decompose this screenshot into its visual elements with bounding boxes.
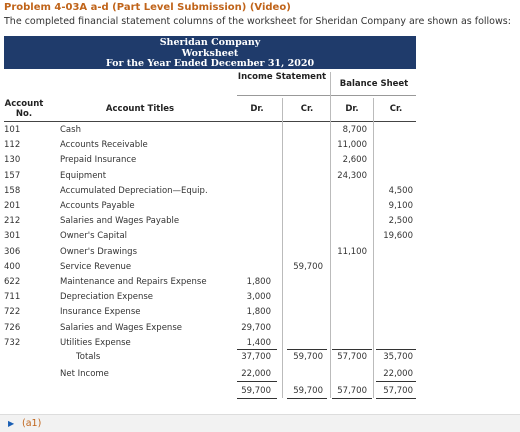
net-income-label: Net Income xyxy=(60,369,109,379)
account-no: 157 xyxy=(4,170,21,181)
is-dr-value: 1,800 xyxy=(246,277,271,287)
double-rule xyxy=(287,398,327,399)
worksheet-period: For the Year Ended December 31, 2020 xyxy=(105,58,315,69)
totals-bs-dr: 57,700 xyxy=(337,352,367,362)
bs-dr-value: 11,000 xyxy=(337,140,367,151)
col-sep xyxy=(330,72,331,398)
account-no: 622 xyxy=(4,277,21,287)
col-sep xyxy=(282,98,283,398)
double-rule xyxy=(376,398,416,399)
account-titles-header: Account Titles xyxy=(105,104,175,114)
worksheet-header: Sheridan Company Worksheet For the Year … xyxy=(4,36,416,69)
grand-bs-dr: 57,700 xyxy=(337,386,367,396)
grand-is-dr: 59,700 xyxy=(241,386,271,396)
account-title: Service Revenue xyxy=(60,261,132,272)
account-no: 306 xyxy=(4,246,21,257)
is-dr-header: Dr. xyxy=(250,104,264,114)
account-no: 722 xyxy=(4,307,21,318)
account-no: 301 xyxy=(4,231,21,242)
group-divider xyxy=(237,95,416,96)
company-name: Sheridan Company xyxy=(159,37,261,48)
bs-dr-value: 8,700 xyxy=(342,125,367,135)
bs-cr-value: 9,100 xyxy=(388,201,413,211)
account-title: Maintenance and Repairs Expense xyxy=(60,277,207,287)
account-title: Utilities Expense xyxy=(60,337,131,348)
problem-title: Problem 4-03A a-d (Part Level Submission… xyxy=(4,2,291,13)
account-title: Owner's Drawings xyxy=(60,246,137,257)
account-no: 711 xyxy=(4,292,21,303)
bs-cr-value: 2,500 xyxy=(388,216,413,227)
account-no: 158 xyxy=(4,185,21,196)
expand-arrow-icon[interactable]: ▶ xyxy=(8,419,15,428)
account-no: 732 xyxy=(4,337,21,348)
bs-dr-value: 24,300 xyxy=(337,170,367,181)
rule xyxy=(376,381,416,382)
balance-sheet-header: Balance Sheet xyxy=(339,79,409,89)
bs-dr-value: 11,100 xyxy=(337,246,367,257)
account-title: Accumulated Depreciation—Equip. xyxy=(60,185,208,196)
account-title: Accounts Payable xyxy=(60,201,135,211)
is-dr-value: 1,400 xyxy=(246,337,271,348)
bs-dr-value: 2,600 xyxy=(342,155,367,166)
account-no: 101 xyxy=(4,125,21,135)
income-statement-header: Income Statement xyxy=(237,72,327,82)
rule xyxy=(287,349,327,350)
account-no: 726 xyxy=(4,322,21,333)
bs-dr-header: Dr. xyxy=(345,104,359,114)
account-no: 130 xyxy=(4,155,21,166)
rule xyxy=(237,349,277,350)
is-dr-value: 3,000 xyxy=(246,292,271,303)
is-cr-header: Cr. xyxy=(300,104,314,114)
rule xyxy=(376,349,416,350)
account-title: Prepaid Insurance xyxy=(60,155,137,166)
account-title: Salaries and Wages Expense xyxy=(60,322,182,333)
totals-label: Totals xyxy=(76,352,101,362)
col-sep xyxy=(373,98,374,398)
account-title: Equipment xyxy=(60,170,107,181)
account-title: Cash xyxy=(60,125,81,135)
account-no: 112 xyxy=(4,140,21,151)
double-rule xyxy=(332,398,372,399)
is-cr-value: 59,700 xyxy=(293,261,323,272)
header-rule xyxy=(4,121,416,122)
bs-cr-value: 4,500 xyxy=(388,185,413,196)
account-title: Owner's Capital xyxy=(60,231,128,242)
is-dr-value: 1,800 xyxy=(246,307,271,318)
net-income-is-dr: 22,000 xyxy=(241,369,271,379)
totals-is-cr: 59,700 xyxy=(293,352,323,362)
grand-bs-cr: 57,700 xyxy=(383,386,413,396)
account-title: Insurance Expense xyxy=(60,307,141,318)
account-no: 201 xyxy=(4,201,21,211)
grand-is-cr: 59,700 xyxy=(293,386,323,396)
totals-bs-cr: 35,700 xyxy=(383,352,413,362)
account-no-header: Account No. xyxy=(4,99,44,119)
double-rule xyxy=(237,398,277,399)
worksheet-label: Worksheet xyxy=(181,47,239,59)
totals-is-dr: 37,700 xyxy=(241,352,271,362)
account-title: Accounts Receivable xyxy=(60,140,148,151)
problem-intro: The completed financial statement column… xyxy=(4,16,511,27)
account-title: Depreciation Expense xyxy=(60,292,154,303)
is-dr-value: 29,700 xyxy=(241,322,271,333)
net-income-bs-cr: 22,000 xyxy=(383,369,413,379)
bs-cr-value: 19,600 xyxy=(383,231,413,242)
part-a1-label[interactable]: (a1) xyxy=(22,418,42,429)
account-no: 400 xyxy=(4,261,21,272)
rule xyxy=(237,381,277,382)
part-a1-toggle[interactable]: ▶ (a1) xyxy=(0,414,520,432)
rule xyxy=(332,349,372,350)
bs-cr-header: Cr. xyxy=(389,104,403,114)
account-no: 212 xyxy=(4,216,21,227)
account-title: Salaries and Wages Payable xyxy=(60,216,180,227)
